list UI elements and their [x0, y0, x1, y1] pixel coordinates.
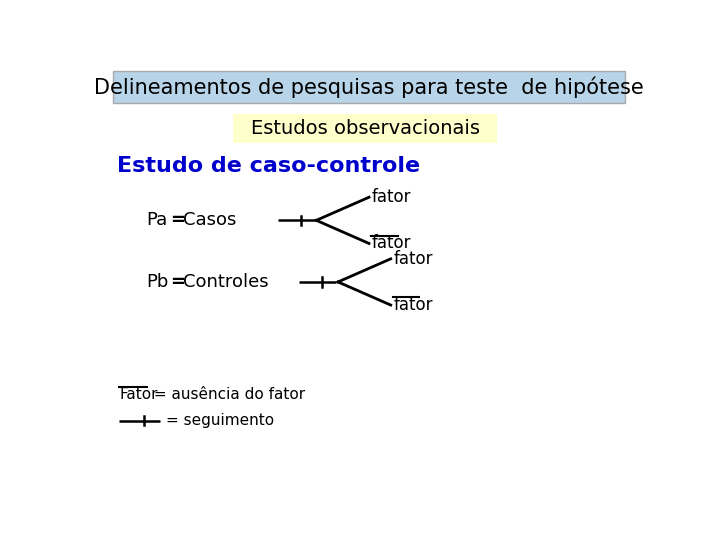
Text: Casos: Casos: [183, 211, 236, 230]
Text: = ausência do fator: = ausência do fator: [149, 387, 305, 402]
Text: Delineamentos de pesquisas para teste  de hipótese: Delineamentos de pesquisas para teste de…: [94, 76, 644, 98]
Bar: [113, 71, 625, 103]
Text: Estudo de caso-controle: Estudo de caso-controle: [117, 157, 420, 177]
Text: =: =: [170, 273, 185, 291]
Text: fator: fator: [372, 234, 412, 252]
Text: fator: fator: [394, 296, 433, 314]
Text: fator: fator: [394, 250, 433, 268]
Text: =: =: [170, 211, 185, 230]
Text: = seguimento: = seguimento: [166, 413, 274, 428]
Text: Pa: Pa: [145, 211, 167, 230]
Bar: [233, 114, 497, 143]
Text: Pb: Pb: [145, 273, 168, 291]
Text: Estudos observacionais: Estudos observacionais: [251, 119, 480, 138]
Text: fator: fator: [372, 188, 412, 206]
Text: Fator: Fator: [120, 387, 158, 402]
Text: Controles: Controles: [183, 273, 269, 291]
